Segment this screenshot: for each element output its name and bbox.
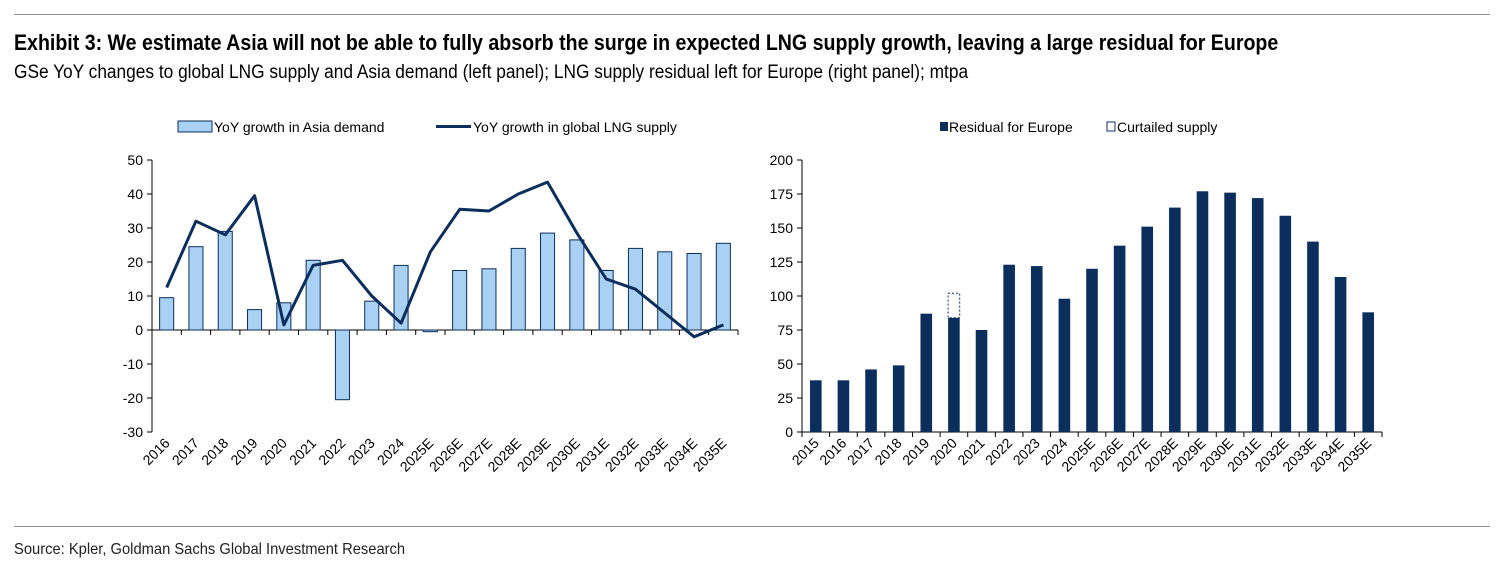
y-tick-label: 0 <box>785 424 793 440</box>
exhibit-title: Exhibit 3: We estimate Asia will not be … <box>14 30 1279 55</box>
x-tick-label: 2020 <box>257 435 290 468</box>
bar-residual-europe <box>1030 266 1043 432</box>
legend-label-asia-demand: YoY growth in Asia demand <box>214 119 384 135</box>
line-global-lng-supply <box>165 180 724 339</box>
bar-asia-demand <box>188 246 204 331</box>
y-tick-label: 125 <box>770 254 794 270</box>
x-tick-label: 2022 <box>315 435 348 468</box>
x-tick-label: 2020 <box>927 435 960 468</box>
bar-residual-europe <box>1196 191 1209 432</box>
bar-asia-demand <box>159 297 175 331</box>
y-tick-label: 30 <box>127 220 143 236</box>
bar-asia-demand <box>334 329 350 401</box>
bar-residual-europe <box>1113 245 1126 432</box>
bar-asia-demand <box>510 247 526 331</box>
bar-residual-europe <box>1086 268 1098 432</box>
x-tick-label: 2023 <box>1010 435 1043 468</box>
europe-residual-chart: 0255075100125150175200201520162017201820… <box>770 119 1383 475</box>
y-tick-label: 25 <box>777 390 793 406</box>
bar-residual-europe <box>948 317 960 432</box>
bar-asia-demand <box>452 270 468 331</box>
bottom-rule <box>14 526 1490 527</box>
legend-swatch-residual <box>940 122 948 131</box>
bar-asia-demand <box>540 232 556 331</box>
bar-residual-europe <box>1003 264 1015 432</box>
bar-asia-demand <box>305 259 321 331</box>
legend-swatch-curtailed <box>1106 121 1116 132</box>
bar-residual-europe <box>1334 276 1347 432</box>
legend-label-global-supply: YoY growth in global LNG supply <box>473 119 677 135</box>
x-tick-label: 2018 <box>871 435 904 468</box>
x-tick-label: 2019 <box>227 435 260 468</box>
bar-asia-demand <box>247 309 263 331</box>
bar-residual-europe <box>975 330 988 432</box>
y-tick-label: 20 <box>127 254 143 270</box>
bar-residual-europe <box>892 365 905 432</box>
y-tick-label: 0 <box>135 322 143 338</box>
y-tick-label: 50 <box>777 356 793 372</box>
legend-label-curtailed: Curtailed supply <box>1117 119 1217 135</box>
y-tick-label: -30 <box>123 424 143 440</box>
bar-residual-europe <box>1224 192 1236 432</box>
legend-swatch-asia-demand <box>177 120 213 133</box>
bar-asia-demand <box>217 230 233 331</box>
y-tick-label: -20 <box>123 390 143 406</box>
bar-residual-europe <box>1251 198 1264 432</box>
bar-asia-demand <box>481 268 497 331</box>
x-tick-label: 2016 <box>816 435 849 468</box>
x-tick-label: 2017 <box>844 435 877 468</box>
bar-residual-europe <box>1362 312 1374 432</box>
y-tick-label: 75 <box>777 322 793 338</box>
x-tick-label: 2021 <box>286 435 319 468</box>
x-tick-label: 2015 <box>789 435 822 468</box>
y-tick-label: 40 <box>127 186 143 202</box>
y-tick-label: -10 <box>123 356 143 372</box>
y-tick-label: 100 <box>770 288 794 304</box>
bar-residual-europe <box>1279 215 1292 432</box>
bar-asia-demand <box>569 239 585 331</box>
top-rule <box>14 14 1490 15</box>
exhibit-subtitle: GSe YoY changes to global LNG supply and… <box>14 62 969 83</box>
bar-residual-europe <box>920 313 933 432</box>
bar-residual-europe <box>1307 241 1319 432</box>
bar-residual-europe <box>1169 207 1181 432</box>
bar-residual-europe <box>1058 298 1071 432</box>
bar-curtailed-supply <box>947 292 961 319</box>
legend-label-residual: Residual for Europe <box>949 119 1073 135</box>
x-tick-label: 2022 <box>982 435 1015 468</box>
bar-residual-europe <box>810 380 822 432</box>
asia-demand-vs-supply-chart: -30 -20 -10 0 10 20 30 40 50 20162017201820192020… <box>123 119 739 475</box>
y-tick-label: 175 <box>770 186 794 202</box>
bar-asia-demand <box>598 270 614 331</box>
bar-asia-demand <box>686 253 702 331</box>
x-tick-label: 2023 <box>345 435 378 468</box>
x-tick-label: 2018 <box>198 435 231 468</box>
y-tick-label: 50 <box>127 152 143 168</box>
bar-asia-demand <box>364 300 380 331</box>
source-note: Source: Kpler, Goldman Sachs Global Inve… <box>14 541 406 558</box>
y-tick-label: 150 <box>770 220 794 236</box>
x-tick-label: 2016 <box>139 435 172 468</box>
y-tick-label: 200 <box>770 152 794 168</box>
y-tick-label: 10 <box>127 288 143 304</box>
x-tick-label: 2017 <box>169 435 202 468</box>
x-tick-label: 2021 <box>954 435 987 468</box>
x-tick-label: 2035E <box>690 435 730 475</box>
bar-residual-europe <box>837 380 850 432</box>
bar-asia-demand <box>422 329 438 333</box>
bar-asia-demand <box>715 242 731 331</box>
x-tick-label: 2019 <box>899 435 932 468</box>
bar-residual-europe <box>1141 226 1154 432</box>
bar-residual-europe <box>865 369 877 432</box>
